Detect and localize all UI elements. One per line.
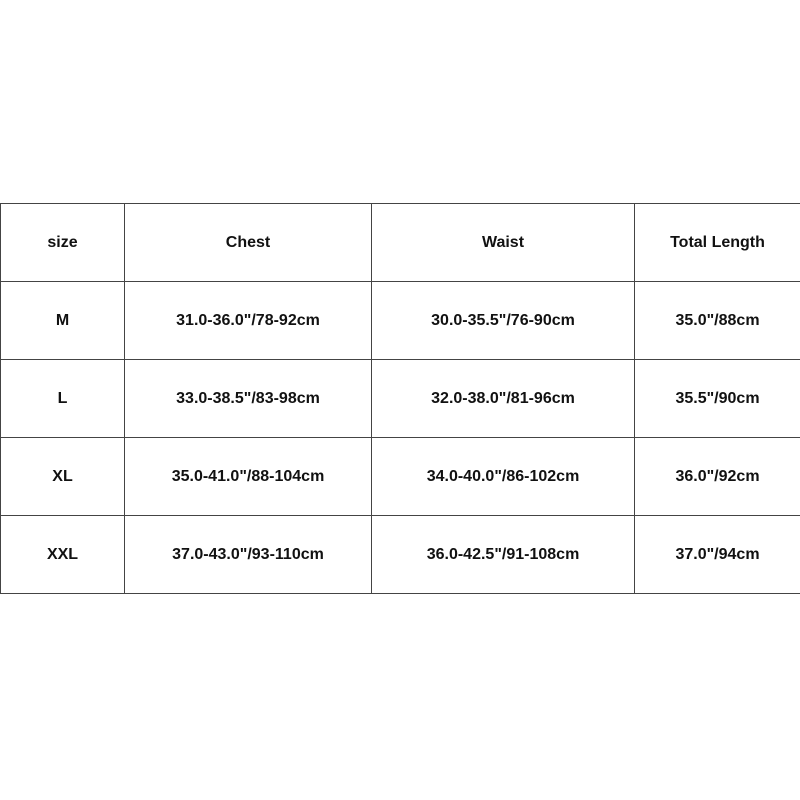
size-cell: XXL [0, 515, 125, 594]
table-cell: Chest [124, 203, 372, 282]
table-row: M 31.0-36.0"/78-92cm 30.0-35.5"/76-90cm 35.… [0, 281, 800, 360]
table-row: XXL 37.0-43.0"/93-110cm 36.0-42.5"/91-108c… [0, 515, 800, 594]
table-cell: 32.0-38.0"/81-96cm [371, 359, 635, 438]
size-table: size Chest Waist Total Length M 31.0-36.0"/78… [0, 203, 800, 594]
table-cell: 30.0-35.5"/76-90cm [371, 281, 635, 360]
table-cell: 35.0"/88cm [634, 281, 800, 360]
table-cell: 34.0-40.0"/86-102cm [371, 437, 635, 516]
table-cell: 36.0-42.5"/91-108cm [371, 515, 635, 594]
table-cell: 31.0-36.0"/78-92cm [124, 281, 372, 360]
table-row: XL 35.0-41.0"/88-104cm 34.0-40.0"/86-102cm… [0, 437, 800, 516]
table-cell: 35.5"/90cm [634, 359, 800, 438]
table-row: L 33.0-38.5"/83-98cm 32.0-38.0"/81-96cm 35.… [0, 359, 800, 438]
size-cell: size [0, 203, 125, 282]
size-cell: XL [0, 437, 125, 516]
table-cell: Total Length [634, 203, 800, 282]
table-cell: Waist [371, 203, 635, 282]
table-cell: 36.0"/92cm [634, 437, 800, 516]
table-cell: 33.0-38.5"/83-98cm [124, 359, 372, 438]
table-cell: 37.0-43.0"/93-110cm [124, 515, 372, 594]
header-row: size Chest Waist Total Length [0, 203, 800, 282]
size-cell: L [0, 359, 125, 438]
size-cell: M [0, 281, 125, 360]
table-cell: 35.0-41.0"/88-104cm [124, 437, 372, 516]
table-cell: 37.0"/94cm [634, 515, 800, 594]
